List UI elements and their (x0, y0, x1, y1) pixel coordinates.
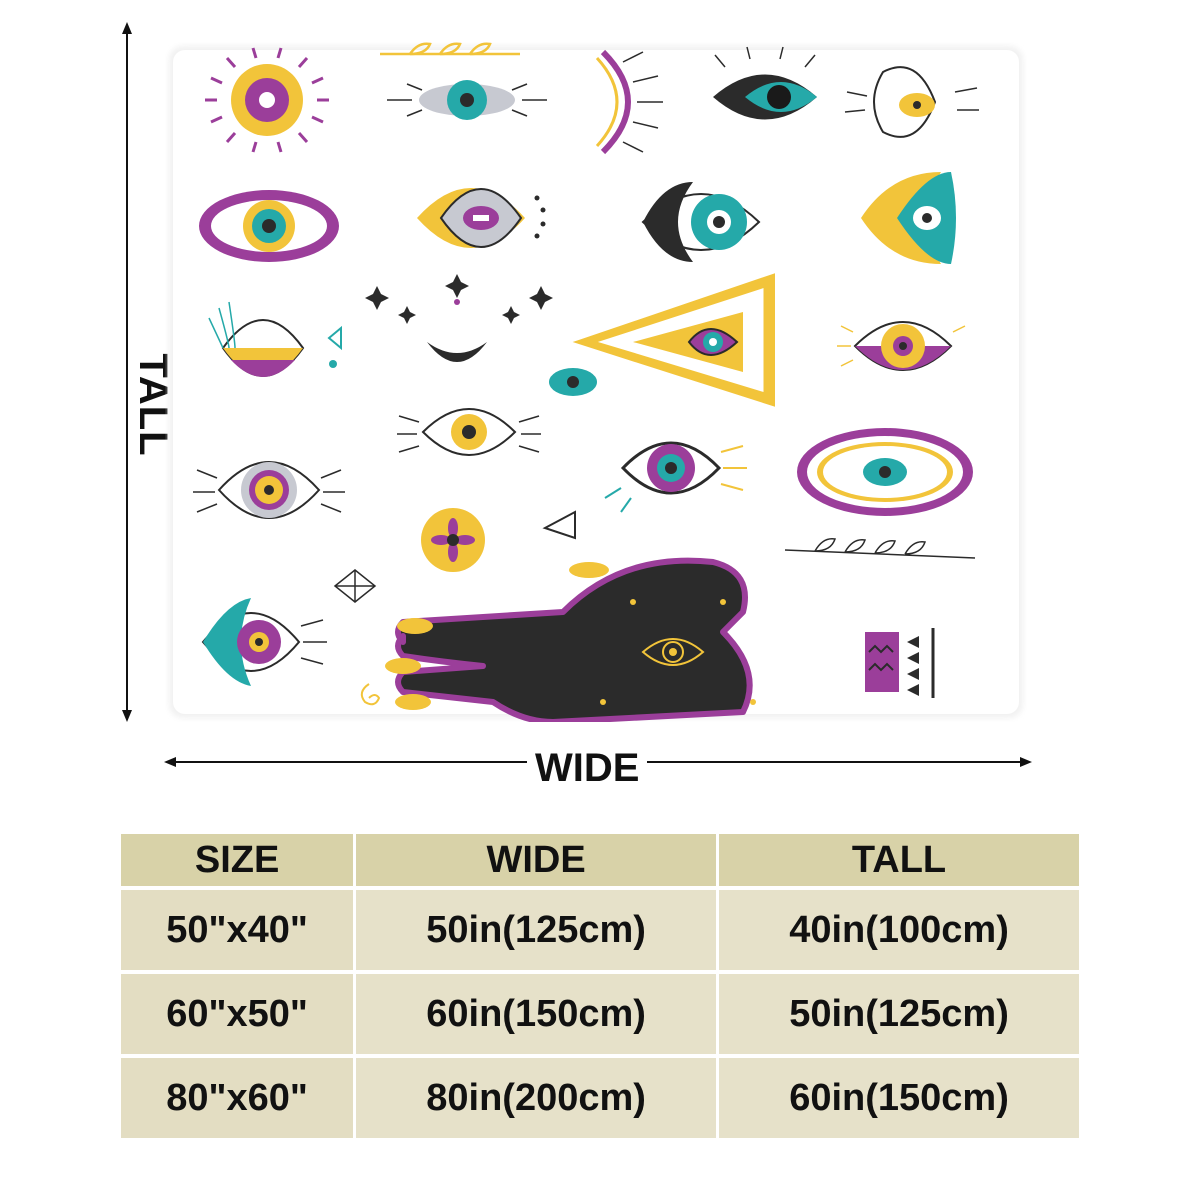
size-cell: 80"x60" (121, 1058, 354, 1138)
outline-yellow-eye-motif (397, 408, 541, 456)
tall-cell: 50in(125cm) (719, 974, 1079, 1054)
small-triangle-motif (542, 510, 576, 540)
table-row: 50"x40" 50in(125cm) 40in(100cm) (121, 890, 1079, 970)
header-tall: TALL (719, 834, 1079, 886)
moon-lash-motif (595, 49, 663, 155)
spiral-motif (360, 683, 381, 706)
branch-motif (784, 538, 976, 559)
outline-eye-motif (844, 66, 979, 138)
small-teal-eye-motif (549, 368, 597, 396)
mandala-eye-motif (193, 461, 345, 519)
lash-eye-motif (208, 301, 342, 377)
table-row: 80"x60" 80in(200cm) 60in(150cm) (121, 1058, 1079, 1138)
size-table: SIZE WIDE TALL 50"x40" 50in(125cm) 40in(… (118, 830, 1082, 1142)
sun-eye-motif (205, 47, 329, 153)
purple-iris-eye-motif (604, 441, 747, 513)
blanket-artwork (169, 42, 1023, 722)
half-teal-eye-motif (201, 598, 327, 686)
target-eye-motif (797, 428, 973, 516)
teal-eye-motif (387, 80, 547, 120)
dark-teal-eye-motif (713, 46, 817, 120)
flower-eye-motif (837, 321, 966, 371)
triangle-eye-motif (572, 273, 775, 407)
size-cell: 60"x50" (121, 974, 354, 1054)
tall-cell: 60in(150cm) (719, 1058, 1079, 1138)
purple-ring-eye-motif (199, 190, 339, 262)
flower-dot-motif (421, 508, 485, 572)
grey-eye-motif (417, 188, 546, 248)
tall-cell: 40in(100cm) (719, 890, 1079, 970)
header-wide: WIDE (356, 834, 717, 886)
table-row: 60"x50" 60in(150cm) 50in(125cm) (121, 974, 1079, 1054)
wide-cell: 50in(125cm) (356, 890, 717, 970)
wide-dimension-label: WIDE (527, 748, 648, 788)
header-size: SIZE (121, 834, 354, 886)
size-table-header-row: SIZE WIDE TALL (121, 834, 1079, 886)
moon-stars-motif (365, 274, 553, 362)
yellow-teal-eye-motif (861, 172, 956, 264)
tribal-motif (865, 628, 935, 698)
crystal-motif (333, 569, 377, 603)
size-cell: 50"x40" (121, 890, 354, 970)
wide-cell: 60in(150cm) (356, 974, 717, 1054)
wide-cell: 80in(200cm) (356, 1058, 717, 1138)
hamsa-hand-motif (385, 557, 756, 722)
crescent-teal-eye-motif (641, 182, 761, 262)
leaf-sprig (380, 42, 520, 56)
